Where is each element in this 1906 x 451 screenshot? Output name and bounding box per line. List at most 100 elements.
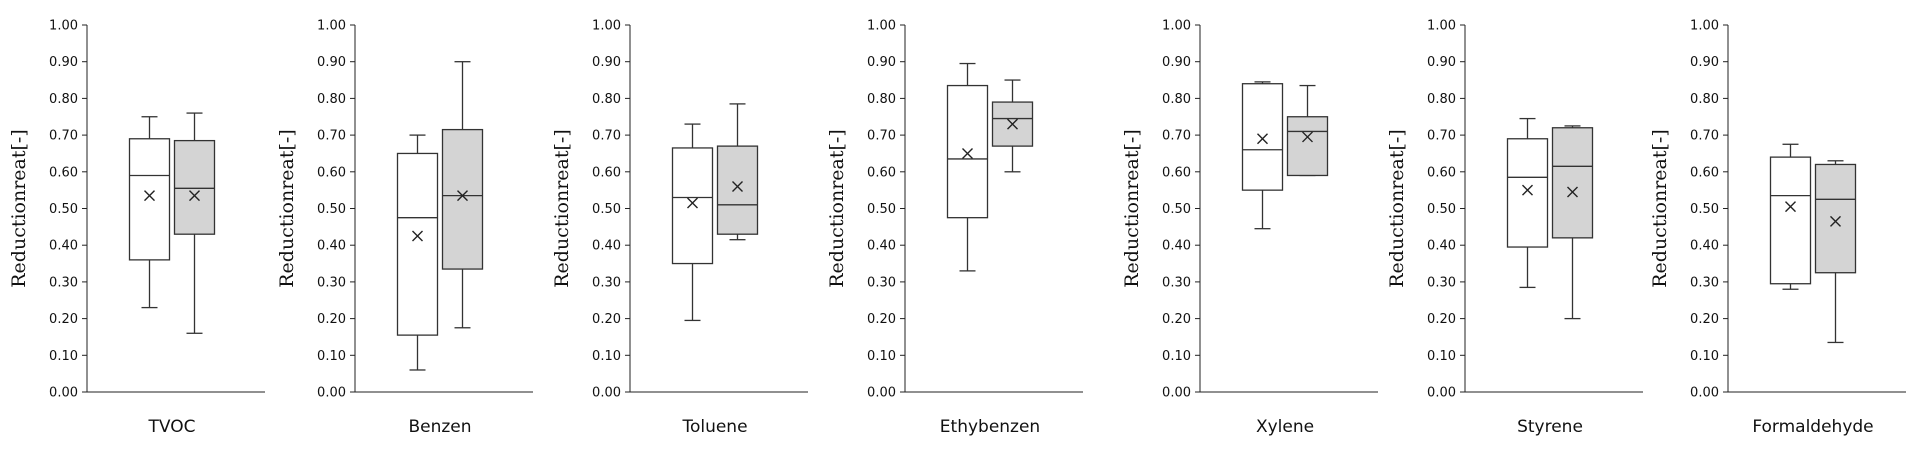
y-axis-title: Reductionreat[-] <box>551 129 573 288</box>
y-tick-label: 0.80 <box>317 92 346 107</box>
y-tick-label: 0.10 <box>1162 349 1191 364</box>
panel-benzen: 0.00 0.10 0.20 0.30 0.40 0.50 0.60 0.70 0.80 0.90… <box>276 19 533 437</box>
y-tick-label: 0.00 <box>1690 386 1719 401</box>
y-tick-label: 0.50 <box>317 202 346 217</box>
y-tick-label: 0.50 <box>1427 202 1456 217</box>
y-tick-label: 0.30 <box>1690 275 1719 290</box>
y-tick-label: 0.10 <box>867 349 896 364</box>
mean-marker <box>1007 118 1018 130</box>
y-tick-label: 0.00 <box>592 386 621 401</box>
iqr-box <box>173 139 216 235</box>
y-axis-title: Reductionreat[-] <box>8 129 30 288</box>
category-label: Formaldehyde <box>1752 417 1873 437</box>
y-axis-title: Reductionreat[-] <box>1386 129 1408 288</box>
y-tick-label: 0.30 <box>592 275 621 290</box>
y-tick-label: 1.00 <box>49 19 78 34</box>
y-tick-label: 0.60 <box>1690 165 1719 180</box>
y-tick-label: 0.40 <box>1427 239 1456 254</box>
y-axis-title: Reductionreat[-] <box>276 129 298 288</box>
box-white <box>671 123 714 322</box>
y-tick-label: 0.70 <box>1162 129 1191 144</box>
iqr-box <box>396 152 439 336</box>
mean-marker <box>412 230 423 242</box>
y-tick-label: 0.20 <box>592 312 621 327</box>
y-tick-label: 0.80 <box>1690 92 1719 107</box>
y-tick-label: 0.80 <box>867 92 896 107</box>
y-tick-label: 0.80 <box>1427 92 1456 107</box>
y-tick-label: 0.70 <box>867 129 896 144</box>
y-tick-label: 0.60 <box>49 165 78 180</box>
y-tick-label: 0.40 <box>592 239 621 254</box>
iqr-box <box>1814 163 1857 274</box>
y-tick-label: 0.70 <box>317 129 346 144</box>
y-tick-label: 0.90 <box>49 55 78 70</box>
y-tick-label: 0.00 <box>1162 386 1191 401</box>
panel-ethybenzen: 0.00 0.10 0.20 0.30 0.40 0.50 0.60 0.70 0.80 0.90… <box>826 19 1083 437</box>
y-tick-label: 0.40 <box>1690 239 1719 254</box>
y-tick-label: 0.30 <box>1427 275 1456 290</box>
y-tick-label: 0.60 <box>1427 165 1456 180</box>
category-label: Xylene <box>1256 417 1314 437</box>
panel-tvoc: 0.00 0.10 0.20 0.30 0.40 0.50 0.60 0.70 0.80 0.90… <box>8 19 265 437</box>
y-tick-label: 0.40 <box>317 239 346 254</box>
box-gray <box>1814 160 1857 344</box>
y-tick-label: 0.30 <box>867 275 896 290</box>
y-tick-label: 0.00 <box>1427 386 1456 401</box>
box-gray <box>991 79 1034 173</box>
y-tick-label: 0.10 <box>592 349 621 364</box>
y-tick-label: 1.00 <box>592 19 621 34</box>
y-tick-label: 0.80 <box>592 92 621 107</box>
mean-marker <box>1567 186 1578 198</box>
panel-xylene: 0.00 0.10 0.20 0.30 0.40 0.50 0.60 0.70 0.80 0.90… <box>1121 19 1378 437</box>
box-white <box>1241 81 1284 230</box>
y-tick-label: 0.70 <box>49 129 78 144</box>
y-tick-label: 0.20 <box>49 312 78 327</box>
y-tick-label: 0.40 <box>867 239 896 254</box>
category-label: Benzen <box>408 417 471 437</box>
y-tick-label: 0.50 <box>1690 202 1719 217</box>
mean-marker <box>1257 133 1268 145</box>
y-tick-label: 0.00 <box>867 386 896 401</box>
box-white <box>128 116 171 309</box>
y-tick-label: 0.90 <box>592 55 621 70</box>
box-gray <box>1286 84 1329 177</box>
mean-marker <box>1522 184 1533 196</box>
box-white <box>396 134 439 371</box>
y-tick-label: 0.50 <box>1162 202 1191 217</box>
mean-marker <box>1785 201 1796 213</box>
y-tick-label: 0.70 <box>1427 129 1456 144</box>
y-tick-label: 0.40 <box>49 239 78 254</box>
panel-toluene: 0.00 0.10 0.20 0.30 0.40 0.50 0.60 0.70 0.80 0.90… <box>551 19 808 437</box>
category-label: Styrene <box>1517 417 1583 437</box>
y-tick-label: 0.50 <box>867 202 896 217</box>
y-tick-label: 0.90 <box>867 55 896 70</box>
y-tick-label: 0.20 <box>317 312 346 327</box>
iqr-box <box>671 147 714 265</box>
y-tick-label: 1.00 <box>1690 19 1719 34</box>
y-tick-label: 0.90 <box>1162 55 1191 70</box>
y-tick-label: 0.30 <box>1162 275 1191 290</box>
y-tick-label: 0.10 <box>1427 349 1456 364</box>
y-tick-label: 0.90 <box>1427 55 1456 70</box>
y-tick-label: 0.70 <box>1690 129 1719 144</box>
iqr-box <box>716 145 759 235</box>
iqr-box <box>1241 83 1284 191</box>
panel-styrene: 0.00 0.10 0.20 0.30 0.40 0.50 0.60 0.70 0.80 0.90… <box>1386 19 1643 437</box>
iqr-box <box>1769 156 1812 285</box>
y-tick-label: 0.90 <box>1690 55 1719 70</box>
panel-formaldehyde: 0.00 0.10 0.20 0.30 0.40 0.50 0.60 0.70 0.80 0.90… <box>1649 19 1906 437</box>
y-tick-label: 0.60 <box>317 165 346 180</box>
category-label: TVOC <box>148 417 196 437</box>
box-gray <box>173 112 216 334</box>
y-tick-label: 0.20 <box>1690 312 1719 327</box>
iqr-box <box>1506 138 1549 248</box>
mean-marker <box>687 197 698 209</box>
box-white <box>1506 117 1549 289</box>
box-white <box>946 62 989 272</box>
mean-marker <box>962 147 973 159</box>
y-tick-label: 0.60 <box>1162 165 1191 180</box>
mean-marker <box>1302 131 1313 143</box>
y-tick-label: 0.10 <box>49 349 78 364</box>
y-tick-label: 0.10 <box>317 349 346 364</box>
